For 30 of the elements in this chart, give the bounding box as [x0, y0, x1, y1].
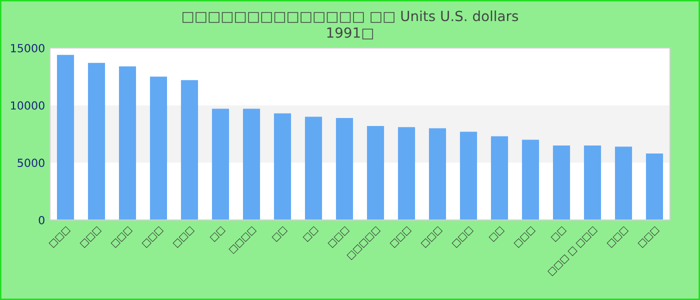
x-tick-label: □□ [488, 226, 505, 242]
x-tick-label: □□ [302, 226, 319, 242]
x-tick-label: □□ [210, 226, 226, 242]
y-tick-label: 0 [38, 216, 44, 224]
bar [490, 136, 508, 220]
bar [522, 140, 540, 220]
bar [118, 66, 136, 220]
bar [88, 62, 106, 220]
bar [552, 145, 570, 220]
bar [460, 132, 478, 220]
bar [336, 118, 354, 220]
bar [56, 54, 74, 220]
y-tick-label: 15000 [11, 44, 44, 52]
bar [646, 153, 664, 220]
bar [428, 128, 446, 220]
bar [274, 113, 292, 220]
bar [366, 126, 384, 220]
y-tick-label: 10000 [11, 101, 44, 110]
bar [614, 146, 632, 220]
bar [398, 127, 416, 220]
bar [242, 108, 260, 220]
y-tick-label: 5000 [18, 158, 44, 168]
bar [150, 76, 168, 220]
bar [180, 80, 198, 220]
bar [304, 116, 322, 220]
x-tick-label: □□ [272, 226, 288, 242]
bar [212, 108, 230, 220]
chart-title: □□□□□□□□□□□□□□ □□ Units U.S. dollars 1991□ [182, 10, 518, 40]
bar [584, 145, 602, 220]
x-tick-label: □□ [550, 226, 567, 242]
